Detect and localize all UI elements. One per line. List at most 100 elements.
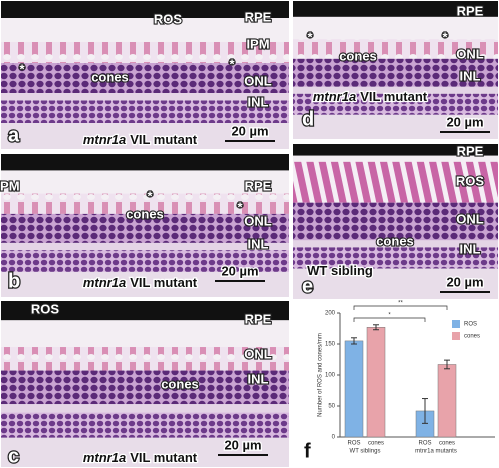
- onl-layer: [0, 370, 290, 405]
- onl-layer: [292, 202, 499, 241]
- category-label: WT siblings: [350, 449, 381, 455]
- layer-label: ONL: [244, 213, 272, 228]
- micrograph-panel: RPE ROS cones ONL INL eWT sibling 20 µm: [292, 142, 499, 300]
- opl-layer: [292, 240, 499, 248]
- x-tick-label: cones: [439, 441, 455, 447]
- caption: mtnr1a VIL mutant: [83, 450, 198, 465]
- inl-layer: [292, 247, 499, 269]
- caption: WT sibling: [307, 263, 373, 278]
- layer-label: INL: [248, 236, 269, 251]
- layer-label: IPM: [0, 178, 20, 193]
- layer-label: ONL: [244, 346, 272, 361]
- layer-label: RPE: [457, 3, 484, 18]
- layer-label: RPE: [245, 178, 272, 193]
- scale-bar-label: 20 µm: [446, 274, 483, 289]
- onl-layer: [0, 213, 290, 243]
- y-tick-label: 150: [325, 342, 336, 348]
- panel-letter: a: [8, 124, 20, 146]
- layer-label: cones: [91, 69, 129, 84]
- scale-bar-label: 20 µm: [446, 114, 483, 129]
- layer-label: ONL: [456, 211, 484, 226]
- category-label: mtnr1a mutants: [415, 449, 457, 455]
- significance-bracket: [353, 317, 426, 322]
- layer-label: ROS: [154, 11, 183, 26]
- scale-bar-label: 20 µm: [224, 437, 261, 452]
- photoreceptor-layer: [292, 39, 499, 59]
- y-tick-label: 0: [332, 435, 336, 441]
- caption-text: VIL mutant: [130, 275, 198, 290]
- caption-gene: mtnr1a: [83, 132, 126, 147]
- layer-label: ROS: [456, 173, 485, 188]
- layer-label: *: [237, 199, 243, 214]
- caption-text: VIL mutant: [130, 132, 198, 147]
- inl-layer: [0, 250, 290, 272]
- rpe-layer: [292, 0, 499, 17]
- significance-label: **: [398, 301, 403, 307]
- layer-label: IPM: [246, 36, 269, 51]
- caption-gene: mtnr1a: [83, 450, 126, 465]
- legend-swatch: [452, 332, 460, 340]
- panel-letter: b: [8, 270, 20, 292]
- layer-label: cones: [339, 48, 377, 63]
- layer-label: ONL: [244, 73, 272, 88]
- caption-text: VIL mutant: [360, 89, 428, 104]
- ipl-layer: [0, 437, 290, 468]
- onl-layer: [292, 58, 499, 87]
- layer-label: INL: [248, 94, 269, 109]
- rpe-layer: [0, 153, 290, 171]
- bar: [437, 364, 457, 438]
- x-tick-label: cones: [368, 441, 384, 447]
- layer-label: INL: [248, 371, 269, 386]
- y-tick-label: 200: [325, 311, 336, 317]
- panel-letter: c: [8, 445, 19, 467]
- micrograph-panel: RPE * * cones ONL INL d mtnr1a VIL mutant 20 µm: [292, 0, 499, 140]
- layer-label: cones: [126, 206, 164, 221]
- panel-border: [0, 0, 290, 150]
- layer-label: INL: [460, 241, 481, 256]
- opl-layer: [0, 404, 290, 413]
- layer-label: *: [307, 29, 313, 44]
- layer-label: cones: [161, 376, 199, 391]
- rpe-layer: [0, 0, 290, 18]
- rpe-layer: [292, 143, 499, 156]
- panel-letter: e: [302, 275, 313, 297]
- onl-layer: [0, 63, 290, 93]
- photoreceptor-layer: [0, 347, 290, 371]
- legend-label: ROS: [464, 322, 477, 328]
- caption: mtnr1a VIL mutant: [83, 275, 198, 290]
- layer-label: ONL: [456, 46, 484, 61]
- inl-layer: [292, 93, 499, 115]
- caption: mtnr1a VIL mutant: [83, 132, 198, 147]
- layer-label: cones: [376, 233, 414, 248]
- caption-text: VIL mutant: [130, 450, 198, 465]
- caption: mtnr1a VIL mutant: [313, 89, 428, 104]
- opl-layer: [0, 93, 290, 101]
- y-tick-label: 50: [328, 404, 335, 410]
- layer-label: *: [147, 188, 153, 203]
- panel-border: [0, 153, 290, 298]
- legend-swatch: [452, 320, 460, 328]
- significance-bracket: [353, 305, 448, 310]
- ipl-layer: [0, 271, 290, 298]
- photoreceptor-layer: [0, 193, 290, 214]
- layer-label: *: [229, 56, 235, 71]
- layer-label: INL: [460, 68, 481, 83]
- layer-label: *: [19, 61, 25, 76]
- layer-label: *: [442, 29, 448, 44]
- caption-text: WT sibling: [307, 263, 373, 278]
- caption-gene: mtnr1a: [313, 89, 356, 104]
- significance-label: *: [388, 313, 391, 319]
- caption-gene: mtnr1a: [83, 275, 126, 290]
- chart-background: [292, 303, 499, 468]
- opl-layer: [0, 242, 290, 251]
- opl-layer: [292, 86, 499, 94]
- inl-layer: [0, 412, 290, 438]
- scale-bar-label: 20 µm: [231, 123, 268, 138]
- micrograph-panel: ROS RPE IPM * * cones ONL INL a mtnr1a VIL mutant 2…: [0, 0, 290, 150]
- layer-label: ROS: [31, 301, 60, 316]
- y-tick-label: 100: [325, 373, 336, 379]
- layer-label: RPE: [245, 311, 272, 326]
- photoreceptor-layer: [292, 161, 499, 203]
